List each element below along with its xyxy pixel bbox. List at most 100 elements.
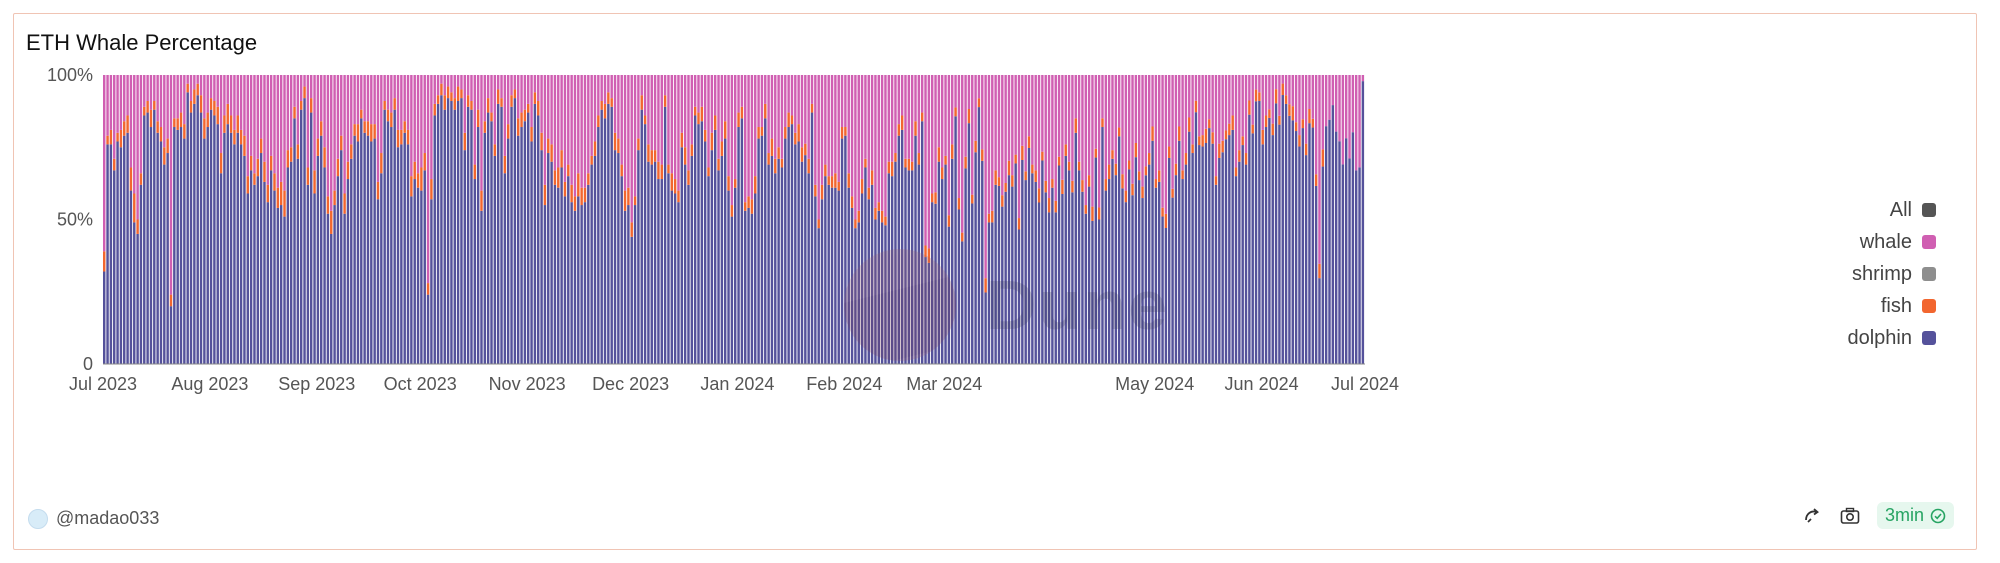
legend-item-fish[interactable]: fish [1776,290,1936,322]
bar-segment-whale [1341,75,1345,165]
bar-segment-whale [326,75,330,197]
bar-segment-dolphin [1188,131,1191,364]
bar-segment-fish [513,89,517,99]
bar-segment-whale [1158,75,1161,171]
bar-segment-dolphin [1147,164,1151,364]
bar-segment-dolphin [1101,127,1104,365]
legend-swatch [1922,299,1936,313]
bar-segment-dolphin [690,155,694,364]
bar-segment-dolphin [1091,220,1094,364]
bar-segment-dolphin [1117,136,1121,364]
bar-segment-dolphin [587,184,590,364]
bar-segment-whale [940,75,944,168]
bar-segment-fish [1134,143,1138,158]
bar-segment-fish [426,283,430,295]
bar-segment-dolphin [750,213,754,364]
bar-segment-whale [430,75,433,180]
bar-segment-fish [496,89,500,104]
bar-segment-dolphin [1004,191,1007,364]
bar-segment-fish [1201,135,1204,147]
bar-segment-whale [580,75,583,188]
bar-segment-whale [350,75,353,145]
bar-segment-whale [854,75,857,220]
bar-segment-dolphin [837,190,840,364]
bar-segment-dolphin [440,95,443,364]
x-tick-label: Nov 2023 [489,374,566,394]
bar-segment-dolphin [333,205,336,364]
legend-item-dolphin[interactable]: dolphin [1776,322,1936,354]
bar-segment-fish [1291,106,1294,121]
bar-segment-whale [880,75,884,211]
bar-segment-fish [1031,164,1034,174]
refresh-status-badge[interactable]: 3min [1876,502,1954,529]
bar-segment-dolphin [460,98,463,365]
bar-segment-fish [516,118,520,136]
bar-segment-whale [920,75,924,113]
bar-segment-dolphin [393,109,396,365]
bar-segment-fish [734,179,737,188]
bar-segment-fish [660,164,663,180]
bar-segment-dolphin [156,132,159,364]
bar-segment-dolphin [533,103,537,365]
bar-segment-fish [340,135,343,151]
bar-segment-fish [954,107,957,117]
bar-segment-dolphin [163,164,166,364]
bar-segment-whale [1111,75,1114,151]
bar-segment-whale [557,75,560,168]
bar-segment-whale [1351,75,1355,133]
bar-segment-whale [957,75,961,199]
bar-segment-whale [1294,75,1298,123]
bar-segment-whale [133,75,136,194]
bar-segment-whale [1304,75,1308,144]
bar-segment-whale [309,75,313,99]
bar-segment-whale [800,75,804,148]
bar-segment-fish [246,176,249,194]
bar-segment-whale [904,75,907,159]
refresh-icon[interactable] [1801,505,1823,527]
bar-segment-fish [713,115,717,130]
bar-segment-whale [697,75,700,113]
legend-item-shrimp[interactable]: shrimp [1776,258,1936,290]
bar-segment-dolphin [890,176,894,364]
bar-segment-fish [1321,149,1325,167]
bar-segment-dolphin [1007,175,1011,364]
bar-segment-dolphin [1158,181,1161,364]
author-name: @madao033 [56,508,160,528]
bar-segment-whale [206,75,209,113]
bar-segment-whale [423,75,426,154]
bar-segment-dolphin [1301,128,1305,364]
legend-item-whale[interactable]: whale [1776,226,1936,258]
bar-segment-fish [744,202,747,211]
bar-segment-whale [446,75,450,87]
bar-segment-dolphin [744,210,747,364]
bar-segment-whale [146,75,149,102]
bar-segment-fish [370,124,373,142]
bar-segment-fish [129,167,133,191]
bar-segment-whale [360,75,363,110]
bar-segment-dolphin [199,112,203,364]
bar-segment-dolphin [817,228,820,364]
bar-segment-whale [944,75,947,156]
bar-segment-dolphin [560,167,563,364]
bar-segment-whale [587,75,590,174]
bar-segment-whale [603,75,607,104]
bar-segment-dolphin [647,161,650,364]
bar-segment-dolphin [350,158,353,364]
bar-segment-whale [226,75,229,104]
bar-segment-fish [273,173,276,191]
bar-segment-fish [1007,160,1011,176]
author-info[interactable]: @madao033 [28,508,159,529]
bar-segment-whale [744,75,747,203]
bar-segment-fish [209,98,213,110]
legend-item-all[interactable]: All [1776,194,1936,226]
bar-segment-fish [663,95,667,107]
bar-segment-whale [1361,75,1365,82]
bar-segment-fish [1104,179,1108,191]
bar-segment-fish [1231,115,1234,130]
x-tick-label: Oct 2023 [384,374,457,394]
bar-segment-fish [119,129,123,148]
bar-segment-whale [506,75,510,125]
camera-icon[interactable] [1839,505,1861,527]
bar-segment-whale [383,75,386,102]
bar-segment-fish [860,179,864,194]
